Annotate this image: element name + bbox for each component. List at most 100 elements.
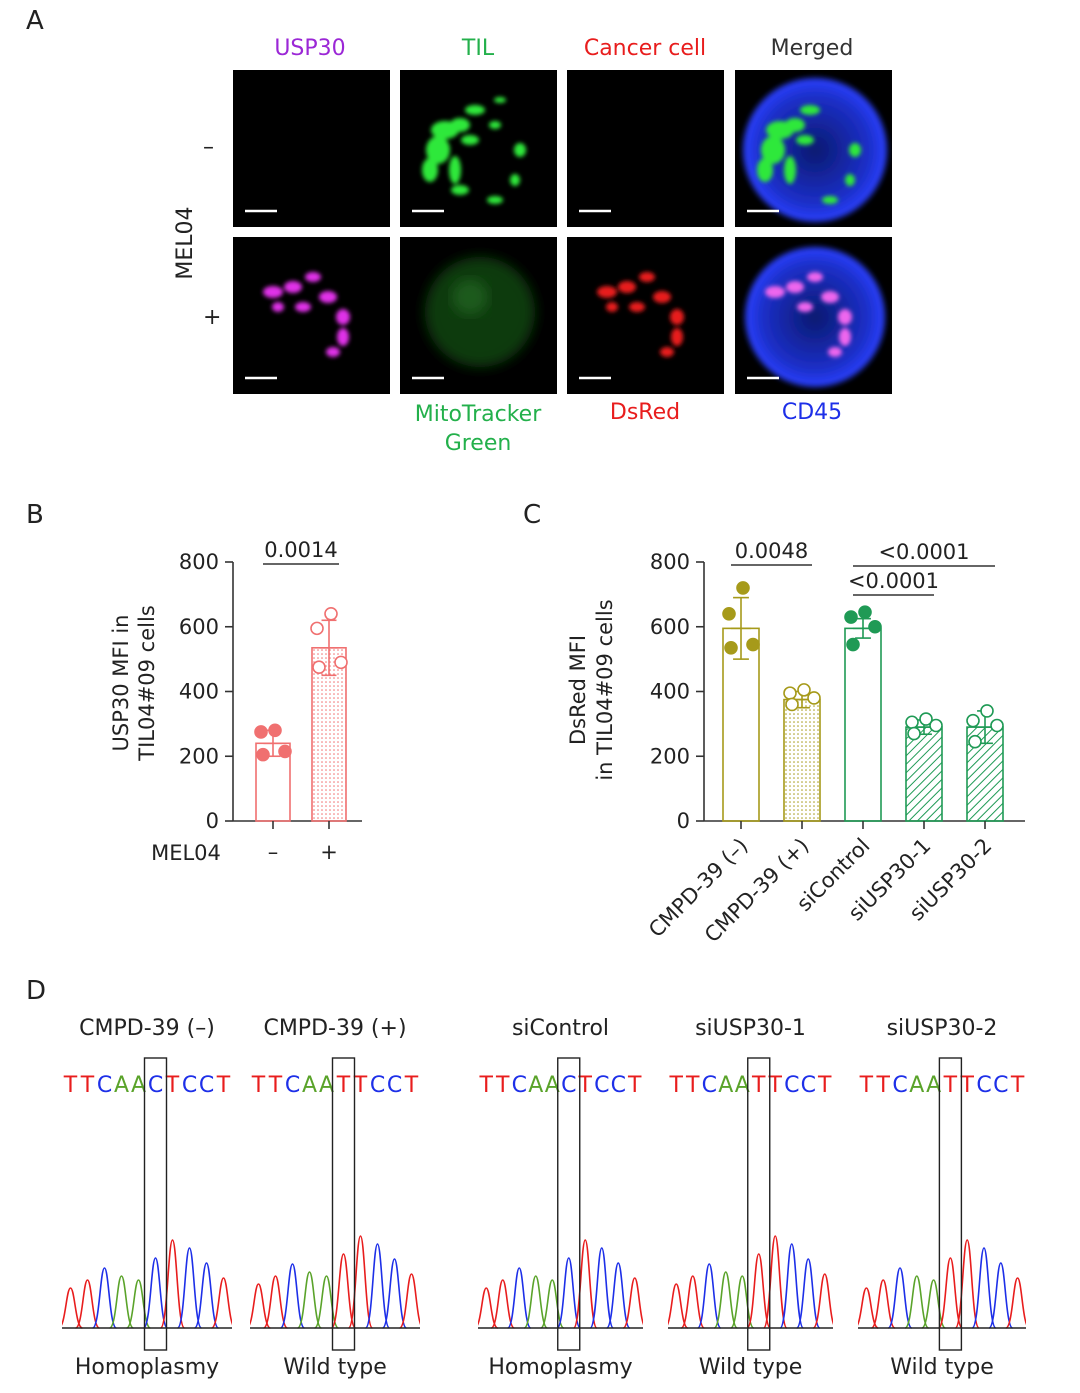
bottom-label-cd45: CD45 [781, 400, 843, 425]
peak-trace [572, 1239, 598, 1329]
peak-trace [1005, 1277, 1026, 1329]
base-letter: T [404, 1073, 419, 1098]
peak-trace [812, 1273, 833, 1329]
data-point [905, 715, 919, 730]
row-label-minus: – [203, 135, 214, 160]
significance-label: 0.0048 [735, 539, 808, 563]
panel-d-letter: D [26, 976, 47, 1006]
image-til-plus [400, 237, 557, 394]
base-letter: T [685, 1073, 700, 1098]
base-letter: C [512, 1073, 527, 1098]
data-point [746, 637, 760, 652]
trace-sample: siUSP30-1 T T C A A T T C C T Wild type [668, 1010, 833, 1393]
data-point [268, 723, 282, 738]
peak-trace [262, 1275, 289, 1329]
peak-trace [142, 1257, 169, 1329]
trace-sample: siUSP30-2 T T C A A T T C C T Wild type [858, 1010, 1026, 1393]
peak-trace [506, 1267, 532, 1329]
peak-trace [605, 1262, 631, 1329]
base-letter: C [702, 1073, 717, 1098]
data-point [990, 718, 1004, 733]
chart-b-xaxis-title: MEL04 [151, 841, 221, 865]
peak-trace [729, 1275, 755, 1329]
base-letter: C [976, 1073, 991, 1098]
data-point [907, 726, 921, 741]
peak-trace [904, 1275, 930, 1329]
base-letter: C [993, 1073, 1008, 1098]
peak-trace [159, 1239, 186, 1329]
base-letter: C [784, 1073, 799, 1098]
base-letter: T [165, 1073, 180, 1098]
data-point [254, 725, 268, 739]
bar [905, 726, 943, 822]
peak-trace [988, 1262, 1014, 1329]
base-letter: T [578, 1073, 593, 1098]
data-point [334, 655, 348, 670]
data-point [797, 683, 811, 697]
base-letter: T [943, 1073, 958, 1098]
base-letter: A [114, 1073, 129, 1098]
base-letter: T [751, 1073, 766, 1098]
peak-trace [74, 1279, 101, 1329]
base-letter: A [131, 1073, 146, 1098]
base-letter: A [735, 1073, 750, 1098]
image-merged-plus [735, 237, 892, 394]
data-point [919, 712, 933, 726]
base-letter: C [148, 1073, 163, 1098]
peak-trace [523, 1275, 549, 1329]
peak-trace [193, 1262, 220, 1329]
base-letter: C [801, 1073, 816, 1098]
row-group-label: MEL04 [173, 206, 198, 280]
bottom-label-mitotracker-line2: Green [444, 431, 512, 456]
y-tick-label: 600 [650, 615, 690, 639]
highlight-box [747, 1057, 771, 1351]
base-letter: C [182, 1073, 197, 1098]
data-point [929, 718, 943, 733]
data-point [968, 734, 982, 749]
base-letter: A [528, 1073, 543, 1098]
peak-trace [125, 1279, 152, 1329]
base-letter: T [63, 1073, 78, 1098]
base-letter: T [875, 1073, 890, 1098]
base-letter: A [718, 1073, 733, 1098]
bar [783, 698, 821, 822]
chart-b-plot: 0 200 400 600 800 – +0.0014 [179, 538, 362, 864]
peak-trace [622, 1277, 643, 1329]
y-tick-label: 600 [179, 615, 219, 639]
trace-sample: CMPD-39 (+) T T C A A T T C C T Wild type [250, 1010, 420, 1393]
base-letter: A [302, 1073, 317, 1098]
y-tick-label: 800 [179, 550, 219, 574]
base-letter: T [627, 1073, 642, 1098]
peak-trace [279, 1263, 306, 1329]
peak-trace [381, 1258, 408, 1329]
trace-title: siUSP30-1 [695, 1016, 806, 1041]
peak-trace [779, 1243, 805, 1329]
base-letter: T [1010, 1073, 1025, 1098]
base-letter: C [594, 1073, 609, 1098]
x-tick-label: + [320, 840, 338, 864]
base-letter: T [768, 1073, 783, 1098]
trace-sample: siControl T T C A A C T C C T Homoplasmy [478, 1010, 643, 1393]
base-letter: T [80, 1073, 95, 1098]
image-usp30-minus [233, 70, 390, 227]
bottom-label-mitotracker: MitoTracker Green [378, 400, 578, 458]
peak-trace [937, 1257, 963, 1329]
peak-trace [668, 1283, 689, 1329]
col-label-usp30: USP30 [274, 36, 346, 61]
peak-trace [556, 1257, 582, 1329]
y-tick-label: 0 [206, 809, 219, 833]
data-point [256, 747, 270, 762]
chart-b-ylabel-line1: USP30 MFI in [109, 615, 133, 752]
data-point [980, 704, 994, 718]
col-label-til: TIL [461, 36, 495, 61]
peak-trace [746, 1253, 772, 1329]
data-point [278, 744, 292, 759]
base-letter: T [959, 1073, 974, 1098]
base-letter: T [353, 1073, 368, 1098]
y-tick-label: 0 [677, 809, 690, 833]
peak-trace [680, 1275, 706, 1329]
panel-d-traces: CMPD-39 (–) T T C A A C T C C T Homoplasmy CMPD-39 (… [0, 1010, 1080, 1393]
